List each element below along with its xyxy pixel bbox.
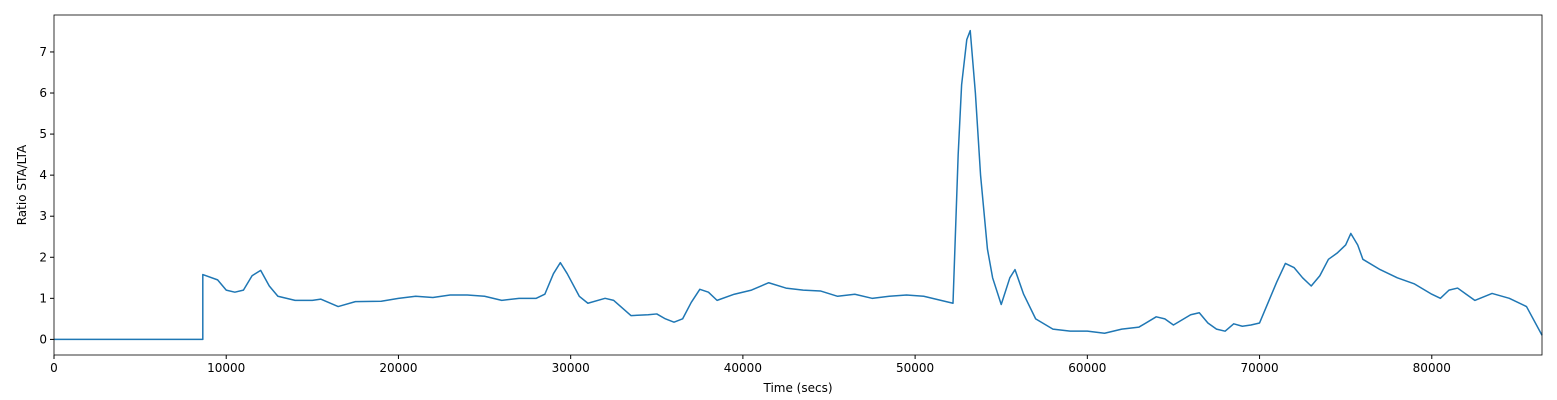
- x-tick-label: 10000: [207, 361, 245, 375]
- y-tick-label: 4: [39, 168, 47, 182]
- x-axis-label: Time (secs): [762, 381, 832, 395]
- y-tick-label: 0: [39, 332, 47, 346]
- x-tick-label: 60000: [1068, 361, 1106, 375]
- x-tick-label: 80000: [1413, 361, 1451, 375]
- y-tick-label: 6: [39, 86, 47, 100]
- line-series: [54, 29, 1543, 341]
- y-axis-label: Ratio STA/LTA: [15, 144, 29, 225]
- x-tick-label: 20000: [379, 361, 417, 375]
- y-tick-label: 1: [39, 291, 47, 305]
- x-tick-label: 30000: [552, 361, 590, 375]
- y-tick-label: 2: [39, 250, 47, 264]
- y-tick-label: 3: [39, 209, 47, 223]
- x-tick-label: 70000: [1240, 361, 1278, 375]
- x-tick-label: 0: [50, 361, 58, 375]
- plot-frame: [53, 14, 1543, 356]
- y-tick-label: 7: [39, 45, 47, 59]
- x-tick-label: 50000: [896, 361, 934, 375]
- y-tick-label: 5: [39, 127, 47, 141]
- x-tick-label: 40000: [724, 361, 762, 375]
